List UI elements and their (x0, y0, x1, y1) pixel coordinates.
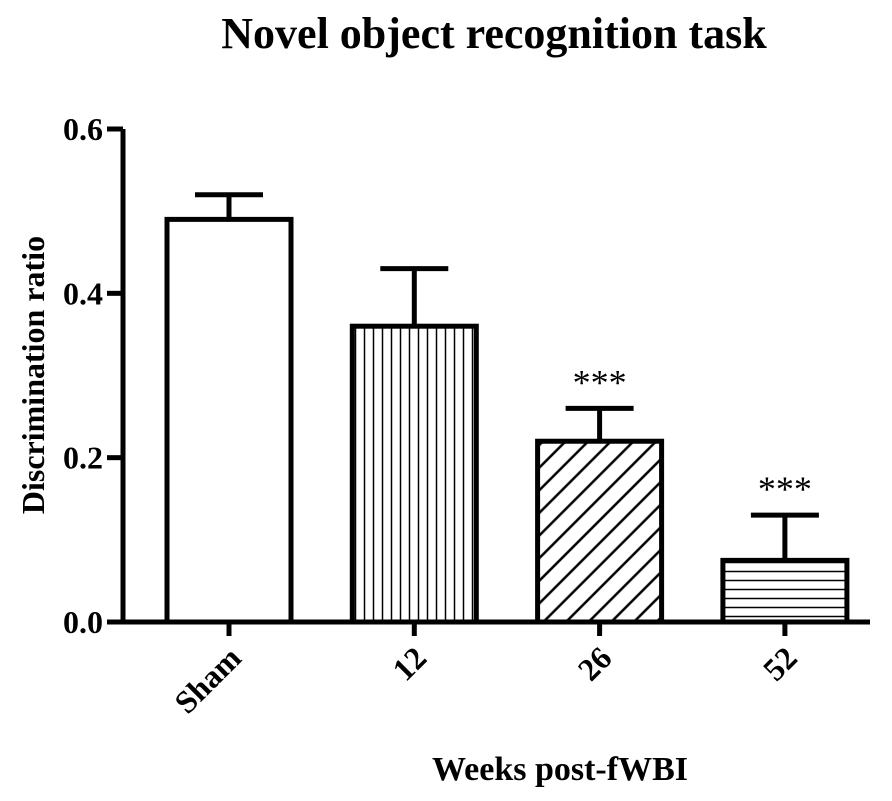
x-tick-label: Sham (167, 639, 248, 720)
y-tick-label: 0.4 (63, 275, 103, 311)
bar (720, 557, 850, 625)
x-tick-label: 26 (570, 639, 618, 687)
y-axis-label: Discrimination ratio (15, 236, 51, 514)
y-tick-label: 0.2 (63, 440, 103, 476)
x-axis-label: Weeks post-fWBI (432, 751, 688, 788)
y-tick-label: 0.0 (63, 604, 103, 640)
significance-label: *** (573, 362, 627, 402)
x-tick-label: 12 (385, 639, 433, 687)
bar (349, 323, 479, 625)
x-tick-label: 52 (756, 639, 804, 687)
significance-label: *** (758, 469, 812, 509)
bar (535, 438, 665, 625)
chart-title: Novel object recognition task (221, 9, 767, 58)
bar (164, 216, 294, 625)
y-tick-label: 0.6 (63, 111, 103, 147)
